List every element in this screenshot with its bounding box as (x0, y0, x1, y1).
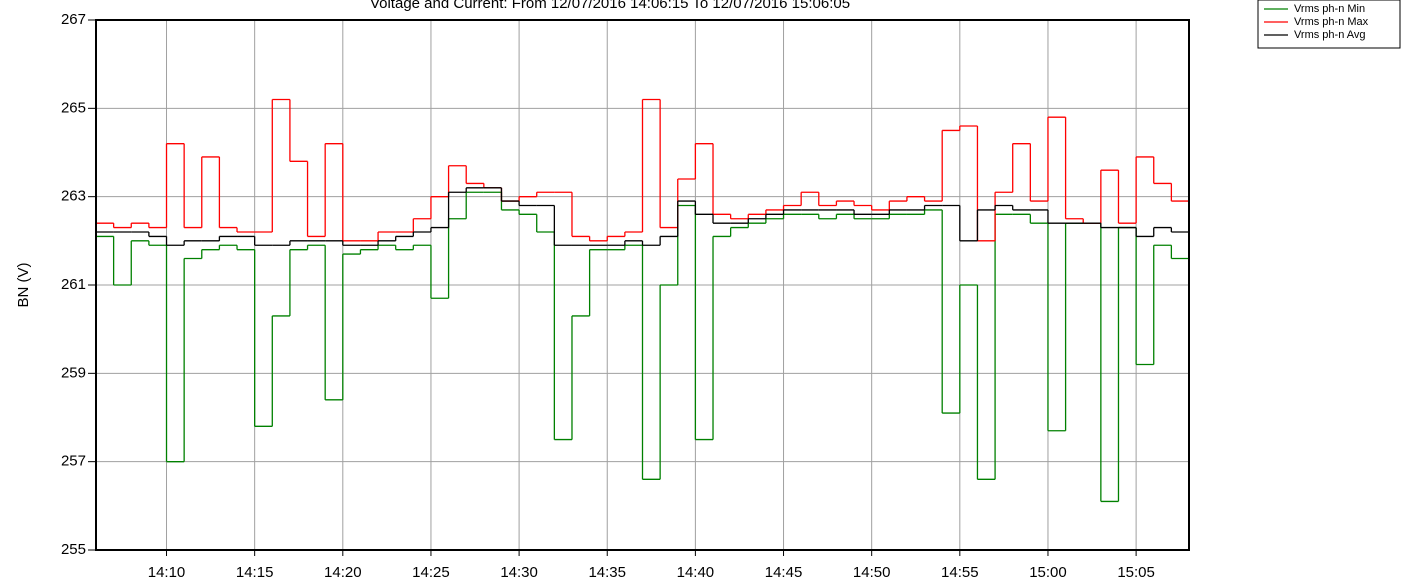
y-tick-label: 263 (61, 188, 86, 205)
step-riser (112, 99, 1189, 241)
legend-box (1257, 0, 1401, 49)
y-tick-label: 267 (61, 11, 86, 28)
x-tick-label: 14:45 (765, 564, 803, 581)
x-tick-label: 14:15 (236, 564, 274, 581)
y-tick-label: 261 (61, 276, 86, 293)
y-tick-label: 255 (61, 541, 86, 558)
series (96, 187, 1189, 246)
series (96, 191, 1189, 503)
y-tick-label: 259 (61, 364, 86, 381)
x-tick-label: 14:35 (588, 564, 626, 581)
x-tick-label: 15:00 (1029, 564, 1067, 581)
x-tick-label: 14:55 (941, 564, 979, 581)
x-tick-label: 14:20 (324, 564, 362, 581)
x-tick-label: 15:05 (1117, 564, 1155, 581)
x-tick-label: 14:40 (677, 564, 715, 581)
y-axis-label: BN (V) (15, 262, 32, 307)
x-tick-label: 14:25 (412, 564, 450, 581)
y-tick-label: 257 (61, 453, 86, 470)
x-tick-label: 14:30 (500, 564, 538, 581)
chart-title: Voltage and Current: From 12/07/2016 14:… (370, 0, 850, 12)
legend-label: Vrms ph-n Min (1294, 3, 1365, 15)
legend-label: Vrms ph-n Max (1294, 16, 1369, 28)
x-tick-label: 14:10 (148, 564, 186, 581)
plot-frame (95, 19, 1190, 551)
y-tick-label: 265 (61, 99, 86, 116)
legend-label: Vrms ph-n Avg (1294, 29, 1366, 41)
step-riser (112, 192, 1173, 502)
x-tick-label: 14:50 (853, 564, 891, 581)
series (96, 98, 1189, 242)
